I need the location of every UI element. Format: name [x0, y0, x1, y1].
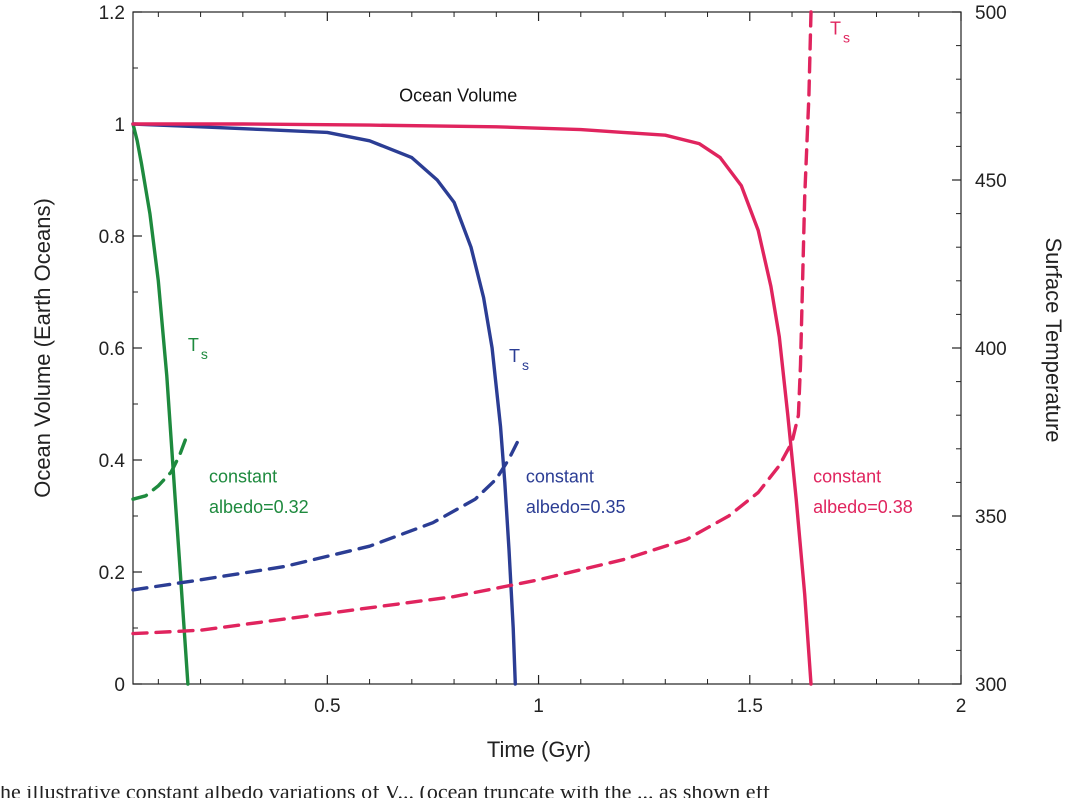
y2-tick-label-0: 300: [975, 675, 1007, 696]
blue-ocean-volume-line: [131, 122, 517, 686]
green-ts-dashed-line: [131, 437, 188, 501]
annotation-4: constant: [209, 466, 277, 486]
y-tick-label-3: 0.6: [99, 339, 125, 360]
annotation-7: albedo=0.35: [526, 497, 626, 517]
x-tick-label-0: 0.5: [314, 696, 340, 717]
annotation-0: Ocean Volume: [399, 86, 517, 106]
y2-tick-label-4: 500: [975, 3, 1007, 24]
y-tick-label-0: 0: [114, 675, 125, 696]
y2-axis-title: Surface Temperature: [1041, 237, 1066, 442]
y-tick-label-1: 0.2: [99, 563, 125, 584]
green-ocean-volume-line: [131, 122, 190, 686]
figure-caption: he illustrative constant albedo variatio…: [0, 786, 1080, 798]
blue-ts-dashed-line: [131, 440, 520, 592]
x-tick-label-3: 2: [956, 696, 967, 717]
y2-tick-label-3: 450: [975, 171, 1007, 192]
y-tick-label-5: 1: [114, 115, 125, 136]
red-ocean-volume-line: [131, 122, 813, 686]
x-axis-title: Time (Gyr): [487, 737, 591, 762]
y-tick-label-6: 1.2: [99, 3, 125, 24]
y-tick-label-4: 0.8: [99, 227, 125, 248]
y-tick-label-2: 0.4: [99, 451, 126, 472]
plot-frame: [132, 11, 962, 685]
annotation-5: albedo=0.32: [209, 497, 309, 517]
red-ts-dashed-line: [131, 10, 813, 636]
annotation-6: constant: [526, 466, 594, 486]
x-tick-label-2: 1.5: [737, 696, 763, 717]
annotation-9: albedo=0.38: [813, 497, 913, 517]
y2-tick-label-1: 350: [975, 507, 1007, 528]
y-axis-title: Ocean Volume (Earth Oceans): [30, 198, 55, 498]
y2-tick-label-2: 400: [975, 339, 1007, 360]
x-tick-label-1: 1: [533, 696, 544, 717]
annotation-8: constant: [813, 466, 881, 486]
